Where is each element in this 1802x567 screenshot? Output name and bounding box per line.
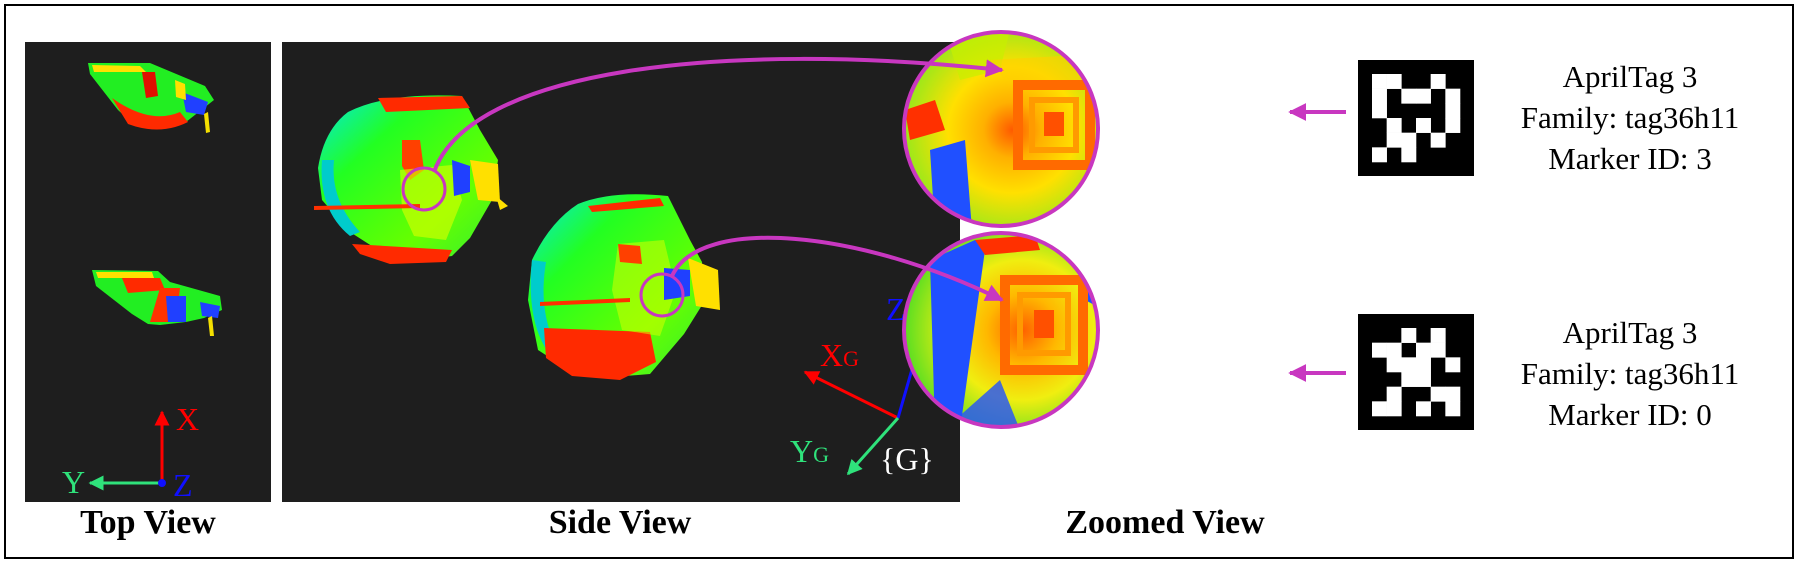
- tag-info-2: AprilTag 3 Family: tag36h11 Marker ID: 0: [1480, 312, 1780, 435]
- apriltag-cell: [1401, 147, 1417, 163]
- caption-zoomed-view: Zoomed View: [1065, 504, 1265, 541]
- caption-top-view: Top View: [80, 504, 216, 541]
- top-view-pointcloud-1: [88, 63, 214, 133]
- apriltag-cell: [1386, 401, 1402, 417]
- tag-highlight-1: [401, 166, 447, 212]
- top-axis-z-dot: [158, 479, 166, 487]
- global-axis-x-arrow: [803, 370, 899, 420]
- apriltag-cell: [1430, 342, 1446, 358]
- apriltag-cell: [1372, 401, 1387, 417]
- top-view-pointcloud-2: [92, 270, 222, 336]
- apriltag-cell: [1445, 103, 1461, 119]
- top-axis-x-label: X: [176, 401, 199, 437]
- apriltag-cell: [1416, 401, 1431, 417]
- apriltag-cell: [1430, 328, 1446, 343]
- figure-frame: [4, 4, 1794, 559]
- apriltag-cell: [1386, 386, 1402, 402]
- apriltag-cell: [1372, 342, 1387, 358]
- zoom-connector-arrow-2: [670, 235, 1004, 302]
- side-view-pointcloud-1: [314, 95, 508, 264]
- apriltag-cell: [1430, 386, 1446, 402]
- zoom-connector-arrow-1: [432, 56, 1004, 173]
- tag-info-2-id: Marker ID: 0: [1548, 397, 1712, 432]
- apriltag-cell: [1445, 118, 1461, 133]
- apriltag-marker-1: [1358, 60, 1474, 176]
- apriltag-cell: [1372, 88, 1387, 104]
- apriltag-cell: [1386, 342, 1402, 358]
- global-axis-y-arrow: [846, 417, 900, 476]
- apriltag-cell: [1416, 88, 1431, 104]
- side-view-pointcloud-2: [528, 194, 720, 380]
- global-frame-label: {G}: [880, 441, 934, 477]
- global-axis-y-label: YG: [790, 433, 829, 469]
- caption-side-view: Side View: [548, 504, 692, 541]
- apriltag-cell: [1386, 132, 1402, 148]
- apriltag-cell: [1416, 118, 1431, 133]
- apriltag-cell: [1416, 372, 1431, 387]
- apriltag-cell: [1372, 74, 1387, 89]
- apriltag-cell: [1430, 74, 1446, 89]
- apriltag-cell: [1445, 88, 1461, 104]
- apriltag-cell: [1372, 147, 1387, 163]
- top-axis-z-label: Z: [173, 467, 193, 503]
- global-axis-x-label: XG: [820, 337, 859, 373]
- tag-info-2-family: Family: tag36h11: [1520, 356, 1740, 391]
- tag-info-1: AprilTag 3 Family: tag36h11 Marker ID: 3: [1480, 56, 1780, 179]
- apriltag-cell: [1386, 357, 1402, 373]
- apriltag-cell: [1445, 386, 1461, 402]
- apriltag-cell: [1445, 401, 1461, 417]
- apriltag-cell: [1372, 103, 1387, 119]
- apriltag-cell: [1416, 342, 1431, 358]
- tag-info-1-id: Marker ID: 3: [1548, 141, 1712, 176]
- top-view-axes: X Y Z: [62, 401, 199, 503]
- apriltag-cell: [1445, 357, 1461, 373]
- apriltag-cell: [1386, 118, 1402, 133]
- apriltag-cell: [1401, 357, 1417, 373]
- tag-info-1-family: Family: tag36h11: [1520, 100, 1740, 135]
- apriltag-marker-2: [1358, 314, 1474, 430]
- apriltag-cell: [1430, 132, 1446, 148]
- apriltag-cell: [1416, 357, 1431, 373]
- apriltag-cell: [1401, 132, 1417, 148]
- tag-highlight-2: [639, 272, 685, 318]
- apriltag-cell: [1401, 328, 1417, 343]
- tag-info-2-title: AprilTag 3: [1562, 315, 1698, 350]
- zoom-circle-2: [902, 231, 1100, 429]
- top-axis-y-label: Y: [62, 464, 85, 500]
- apriltag-cell: [1401, 372, 1417, 387]
- tag-info-1-title: AprilTag 3: [1562, 59, 1698, 94]
- zoom-circle-1: [902, 30, 1100, 228]
- apriltag-cell: [1386, 74, 1402, 89]
- apriltag-cell: [1401, 88, 1417, 104]
